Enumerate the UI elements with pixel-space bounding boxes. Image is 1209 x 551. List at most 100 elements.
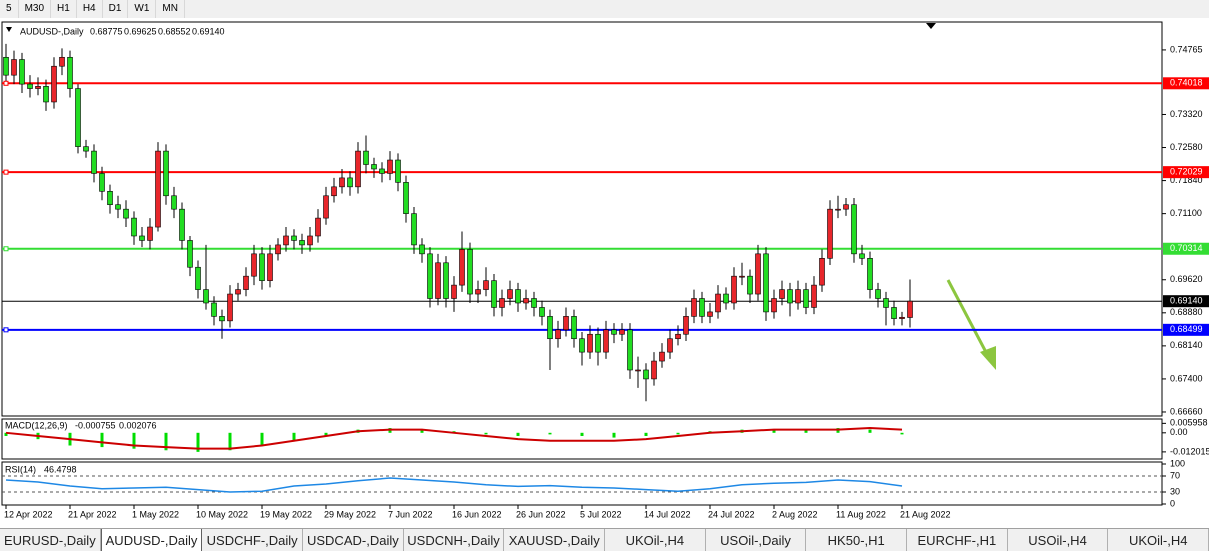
candle-body [459,249,465,286]
ohlc-readout: 0.68552 [158,26,191,36]
candle-body [611,329,617,335]
candle-body [595,333,601,353]
candle-body [435,262,441,299]
y-tick-label: 0.67400 [1170,373,1203,383]
macd-bar [228,432,232,451]
macd-bar [804,429,808,433]
price-tag [1163,77,1209,90]
candle-body [91,150,97,174]
candle-body [587,333,593,353]
chart-tab[interactable]: USOil-,Daily [706,529,807,551]
panel [2,475,1162,493]
candle-body [227,293,233,322]
candle-body [763,253,769,313]
candle-body [27,83,33,89]
timeframe-button[interactable]: H1 [51,0,77,18]
macd-bar [580,432,584,436]
candle-body [691,298,697,317]
candle-body [827,208,833,259]
candle-body [835,208,841,211]
panel [4,427,904,452]
candle-body [643,369,649,380]
candle-body [715,293,721,313]
chart-tab[interactable]: USDCAD-,Daily [303,529,404,551]
chart-tab[interactable]: EURUSD-,Daily [0,529,101,551]
arrow-shaft [946,279,990,357]
symbol-label: AUDUSD-,Daily [20,26,84,36]
candle-body [659,351,665,362]
candle-body [619,329,625,335]
price-tag [1163,166,1209,179]
ohlc-readout: 0.69140 [192,26,225,36]
macd-panel-border [1,418,1163,460]
chart-tab[interactable]: USDCHF-,Daily [202,529,304,551]
x-tick-label: 12 Apr 2022 [4,509,53,519]
y-tick-label: 0.00 [1170,427,1188,437]
candle-body [475,289,481,295]
candle-body [299,240,305,246]
candle-body [755,253,761,295]
panel [2,43,1162,402]
chart-tab[interactable]: EURCHF-,H1 [907,529,1008,551]
candle-body [427,253,433,299]
candle-body [747,275,753,295]
timeframe-toolbar: 5 M30 H1 H4 D1 W1 MN [0,0,1209,19]
candle-body [195,266,201,290]
candle-body [635,369,641,372]
y-tick-label: 0.72580 [1170,142,1203,152]
candle-body [443,262,449,299]
macd-bar [132,432,136,449]
timeframe-button[interactable]: W1 [128,0,157,18]
candle-body [83,146,89,152]
candle-body [75,88,81,147]
candle-body [675,333,681,340]
x-tick-label: 11 Aug 2022 [836,509,886,519]
indicator-title: MACD(12,26,9) [5,420,68,430]
candle-body [571,316,577,340]
macd-bar [900,432,904,435]
candle-body [787,289,793,304]
macd-bar [484,432,488,435]
candle-body [267,253,273,281]
main-panel-border [1,21,1163,417]
candle-body [467,249,473,295]
chart-background [0,18,1209,528]
candle-body [35,86,41,89]
candle-body [731,275,737,304]
macd-bar [516,432,520,436]
x-tick-label: 26 Jun 2022 [516,509,566,519]
level-anchor [3,80,9,86]
candle-body [347,177,353,188]
timeframe-button[interactable]: D1 [103,0,129,18]
candle-body [491,280,497,308]
rsi-line [5,477,903,493]
chart-tab[interactable]: UKOil-,H4 [1108,529,1209,551]
timeframe-button[interactable]: H4 [77,0,103,18]
chart-tab[interactable]: USOil-,H4 [1008,529,1109,551]
macd-bar [548,432,552,435]
candle-body [331,186,337,197]
x-tick-label: 19 May 2022 [260,509,312,519]
candle-body [107,191,113,206]
signal-line [5,427,903,450]
candle-body [907,300,913,318]
timeframe-button[interactable]: 5 [0,0,19,18]
chart-tab[interactable]: USDCNH-,Daily [404,529,505,551]
level-anchor [3,327,9,333]
chart-tab[interactable]: HK50-,H1 [806,529,908,551]
timeframe-button[interactable]: M30 [19,0,52,18]
candle-body [531,298,537,308]
chart-tab[interactable]: XAUUSD-,Daily [504,529,606,551]
chart-tab[interactable]: UKOil-,H4 [605,529,706,551]
candle-body [883,298,889,308]
candle-body [523,298,529,304]
y-tick-label: 0 [1170,498,1175,508]
x-tick-label: 16 Jun 2022 [452,509,502,519]
candle-body [339,177,345,188]
candle-body [243,275,249,290]
candle-body [387,159,393,174]
chart-tab[interactable]: AUDUSD-,Daily [100,529,203,551]
candle-body [707,311,713,317]
timeframe-button[interactable]: MN [156,0,185,18]
x-tick-label: 24 Jul 2022 [708,509,755,519]
